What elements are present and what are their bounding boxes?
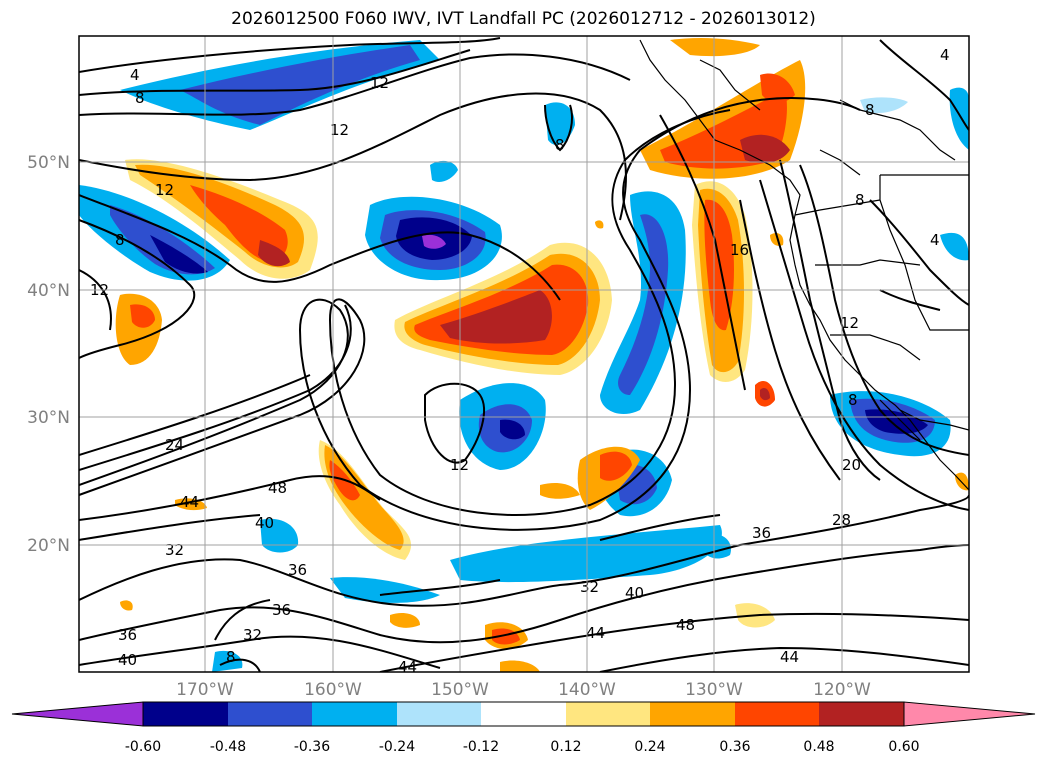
- colorbar-swatch: [228, 702, 312, 726]
- colorbar-swatch: [312, 702, 397, 726]
- colorbar-tick: -0.60: [125, 739, 161, 755]
- map-title: 2026012500 F060 IWV, IVT Landfall PC (20…: [231, 9, 816, 29]
- colorbar-tick: -0.36: [294, 739, 330, 755]
- contour-label: 48: [268, 479, 287, 497]
- contour-label: 12: [155, 181, 174, 199]
- lon-label: 140°W: [558, 680, 616, 700]
- lat-label: 20°N: [27, 536, 70, 556]
- contour-label: 32: [580, 578, 599, 596]
- contour-label: 12: [330, 121, 349, 139]
- contour-label: 16: [730, 241, 749, 259]
- colorbar-tick: 0.24: [634, 739, 665, 755]
- colorbar-swatch: [819, 702, 904, 726]
- lat-label: 50°N: [27, 153, 70, 173]
- colorbar-tick: -0.12: [463, 739, 499, 755]
- colorbar-tick: -0.48: [210, 739, 246, 755]
- contour-label: 8: [855, 191, 865, 209]
- colorbar-extend-right: [903, 701, 1036, 727]
- contour-label: 4: [940, 46, 950, 64]
- lat-label: 30°N: [27, 408, 70, 428]
- contour-label: 44: [398, 658, 417, 676]
- colorbar-swatch: [481, 702, 566, 726]
- contour-label: 20: [842, 456, 861, 474]
- colorbar-swatch: [397, 702, 481, 726]
- contour-label: 8: [135, 89, 145, 107]
- contour-label: 36: [118, 626, 137, 644]
- contour-label: 44: [780, 648, 799, 666]
- contour-label: 40: [625, 584, 644, 602]
- contour-label: 44: [180, 493, 199, 511]
- map-plot-area: 4 8 12 12 8 12 8 12 16 4 8 4 8 12 24 12 …: [79, 36, 969, 676]
- colorbar-tick: 0.48: [803, 739, 834, 755]
- colorbar-tick: -0.24: [379, 739, 415, 755]
- colorbar-swatch: [735, 702, 819, 726]
- contour-label: 48: [676, 616, 695, 634]
- contour-label: 24: [165, 436, 184, 454]
- lon-label: 150°W: [431, 680, 489, 700]
- colorbar-swatch: [143, 702, 228, 726]
- colorbar-tick: 0.12: [550, 739, 581, 755]
- lon-label: 120°W: [813, 680, 871, 700]
- contour-label: 36: [288, 561, 307, 579]
- gridlines: [79, 36, 969, 672]
- contour-labels: 4 8 12 12 8 12 8 12 16 4 8 4 8 12 24 12 …: [90, 46, 950, 676]
- contour-label: 36: [752, 524, 771, 542]
- map-frame: [78, 35, 970, 673]
- colorbar: -0.60 -0.48 -0.36 -0.24 -0.12 0.12 0.24 …: [11, 701, 1036, 755]
- contour-label: 8: [555, 136, 565, 154]
- contour-label: 44: [586, 624, 605, 642]
- colorbar-tick: 0.60: [888, 739, 919, 755]
- lon-label: 160°W: [304, 680, 362, 700]
- lon-label: 130°W: [685, 680, 743, 700]
- contour-label: 12: [840, 314, 859, 332]
- contour-label: 32: [243, 626, 262, 644]
- contour-label: 8: [226, 648, 236, 666]
- contour-label: 4: [130, 66, 140, 84]
- contour-label: 40: [255, 514, 274, 532]
- contour-label: 8: [115, 231, 125, 249]
- contour-label: 32: [165, 541, 184, 559]
- contour-label: 8: [865, 101, 875, 119]
- colorbar-tick: 0.36: [719, 739, 750, 755]
- colorbar-extend-left: [11, 701, 144, 727]
- contour-label: 12: [370, 74, 389, 92]
- colorbar-swatch: [650, 702, 735, 726]
- lon-label: 170°W: [176, 680, 234, 700]
- contour-label: 8: [848, 391, 858, 409]
- colorbar-swatch: [566, 702, 650, 726]
- contour-label: 36: [272, 601, 291, 619]
- contour-label: 40: [118, 651, 137, 669]
- lat-label: 40°N: [27, 281, 70, 301]
- contour-label: 4: [930, 231, 940, 249]
- lon-axis: 170°W 160°W 150°W 140°W 130°W 120°W: [176, 680, 871, 700]
- lat-axis: 50°N 40°N 30°N 20°N: [27, 153, 70, 556]
